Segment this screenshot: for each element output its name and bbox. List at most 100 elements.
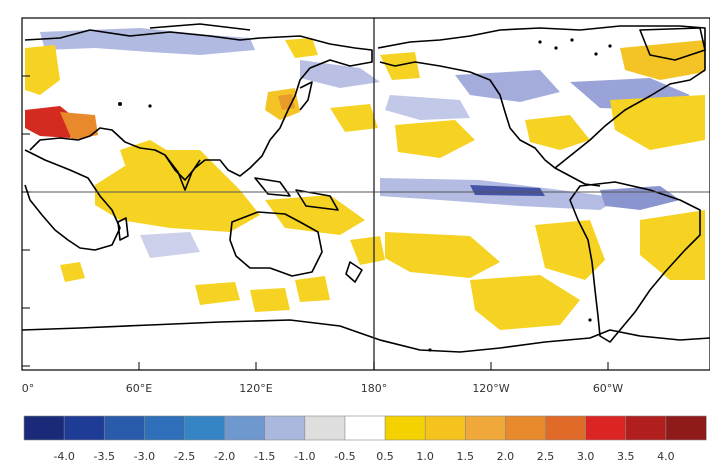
colorbar-swatch [103,415,145,441]
warm-patch-south-indian-2 [250,288,290,312]
colorbar-swatch [585,415,627,441]
warm-patch-south-indian-1 [195,282,240,305]
colorbar-label: -1.5 [254,450,275,463]
speck [118,102,122,106]
lon-label-120w: 120°W [472,382,509,395]
coastline-japan [299,81,313,111]
speck [594,52,598,56]
coastline-australia [229,211,323,277]
coastline-islands-2 [295,189,339,211]
lat-ticks [22,17,30,367]
colorbar-label: 1.5 [457,450,475,463]
coastline-south-america [569,181,701,343]
cool-patch-north-atlantic [385,95,470,120]
colorbar-swatch [625,415,667,441]
colorbar-label: -2.5 [174,450,195,463]
coastline-antarctica [21,319,710,353]
warm-patch-south-pacific-east [385,232,500,278]
coast-detail [118,38,612,352]
lon-label-120e: 120°E [239,382,272,395]
lon-label-60w: 60°W [593,382,623,395]
warm-patch-south-east-pacific [535,220,605,280]
warm-patch-north-pacific-1 [395,120,475,158]
colorbar: -4.0 -3.5 -3.0 -2.5 -2.0 -1.5 -1.0 -0.5 0.5 1.0 1.… [23,415,707,463]
map-border [21,17,710,371]
coastline-islands-1 [254,177,291,197]
warm-patch-middle-east-rim [60,112,98,140]
colorbar-swatch [344,415,386,441]
warm-patch-north-pacific-2 [330,104,378,132]
colorbar-label: -2.0 [214,450,235,463]
colorbar-label: -4.0 [53,450,74,463]
warm-patch-south-atlantic [640,210,705,280]
warm-patch-arctic-west [25,45,60,95]
map-panel: 0° 60°E 120°E 180° 120°W 60°W [21,17,710,395]
colorbar-swatch [665,415,707,441]
warm-patch-north-atlantic [610,95,705,150]
coastline-madagascar [117,217,129,241]
warm-patch-south-pacific-west [350,236,385,265]
colorbar-boxes [23,415,707,441]
colorbar-label: 2.0 [497,450,515,463]
lon-ticks [21,362,609,370]
lon-label-0: 0° [22,382,35,395]
colorbar-swatch [144,415,186,441]
speck [538,40,542,44]
warm-patch-south-west-indian [60,262,85,282]
lon-label-180: 180° [361,382,388,395]
coastline-greenland [639,27,706,61]
anomaly-shading [25,28,705,330]
warm-patch-labrador [620,40,705,80]
colorbar-swatch [545,415,587,441]
coastline-arctic [149,23,251,31]
colorbar-label: 4.0 [657,450,675,463]
colorbar-swatch [304,415,346,441]
coastline-eurasia [24,29,373,181]
colorbar-label: -0.5 [334,450,355,463]
warm-patch-indian-ocean [95,150,260,232]
warm-patch-maritime [265,195,365,235]
colorbar-swatch [424,415,466,441]
warm-patch-south-pacific-central [470,275,580,330]
coastline-new-zealand [345,261,363,283]
speck [428,348,432,352]
coastlines [21,23,710,353]
colorbar-swatch [264,415,306,441]
cool-patch-north-pacific [455,70,560,102]
cool-patch-south-indian [140,232,200,258]
colorbar-label: 1.0 [416,450,434,463]
coastline-north-america [377,25,706,169]
colorbar-swatch [384,415,426,441]
colorbar-swatch [63,415,105,441]
colorbar-labels: -4.0 -3.5 -3.0 -2.5 -2.0 -1.5 -1.0 -0.5 0.5 1.0 1.… [53,450,674,463]
speck [570,38,574,42]
speck [588,318,592,322]
warm-patch-south-indian-3 [295,276,330,302]
warm-patch-north-indian [120,140,175,170]
colorbar-label: 0.5 [376,450,394,463]
colorbar-swatch [184,415,226,441]
lon-labels: 0° 60°E 120°E 180° 120°W 60°W [22,382,624,395]
colorbar-label: 2.5 [537,450,555,463]
coastline-india [164,154,201,191]
colorbar-swatch [505,415,547,441]
warm-patch-scandinavia [285,38,318,58]
colorbar-label: 3.5 [617,450,635,463]
colorbar-swatch [464,415,507,441]
coastline-africa [24,149,121,251]
colorbar-label: -1.0 [294,450,315,463]
speck [554,46,558,50]
cool-patch-arctic-central [300,60,380,88]
cool-patch-equatorial-dark [470,185,545,196]
warm-patch-alaska [380,52,420,80]
colorbar-swatch [23,415,65,441]
lon-label-60e: 60°E [126,382,152,395]
colorbar-label: -3.0 [134,450,155,463]
colorbar-swatch [224,415,266,441]
speck [148,104,152,108]
warm-patch-gulf [525,115,590,150]
colorbar-label: -3.5 [94,450,115,463]
speck [608,44,612,48]
colorbar-label: 3.0 [577,450,595,463]
